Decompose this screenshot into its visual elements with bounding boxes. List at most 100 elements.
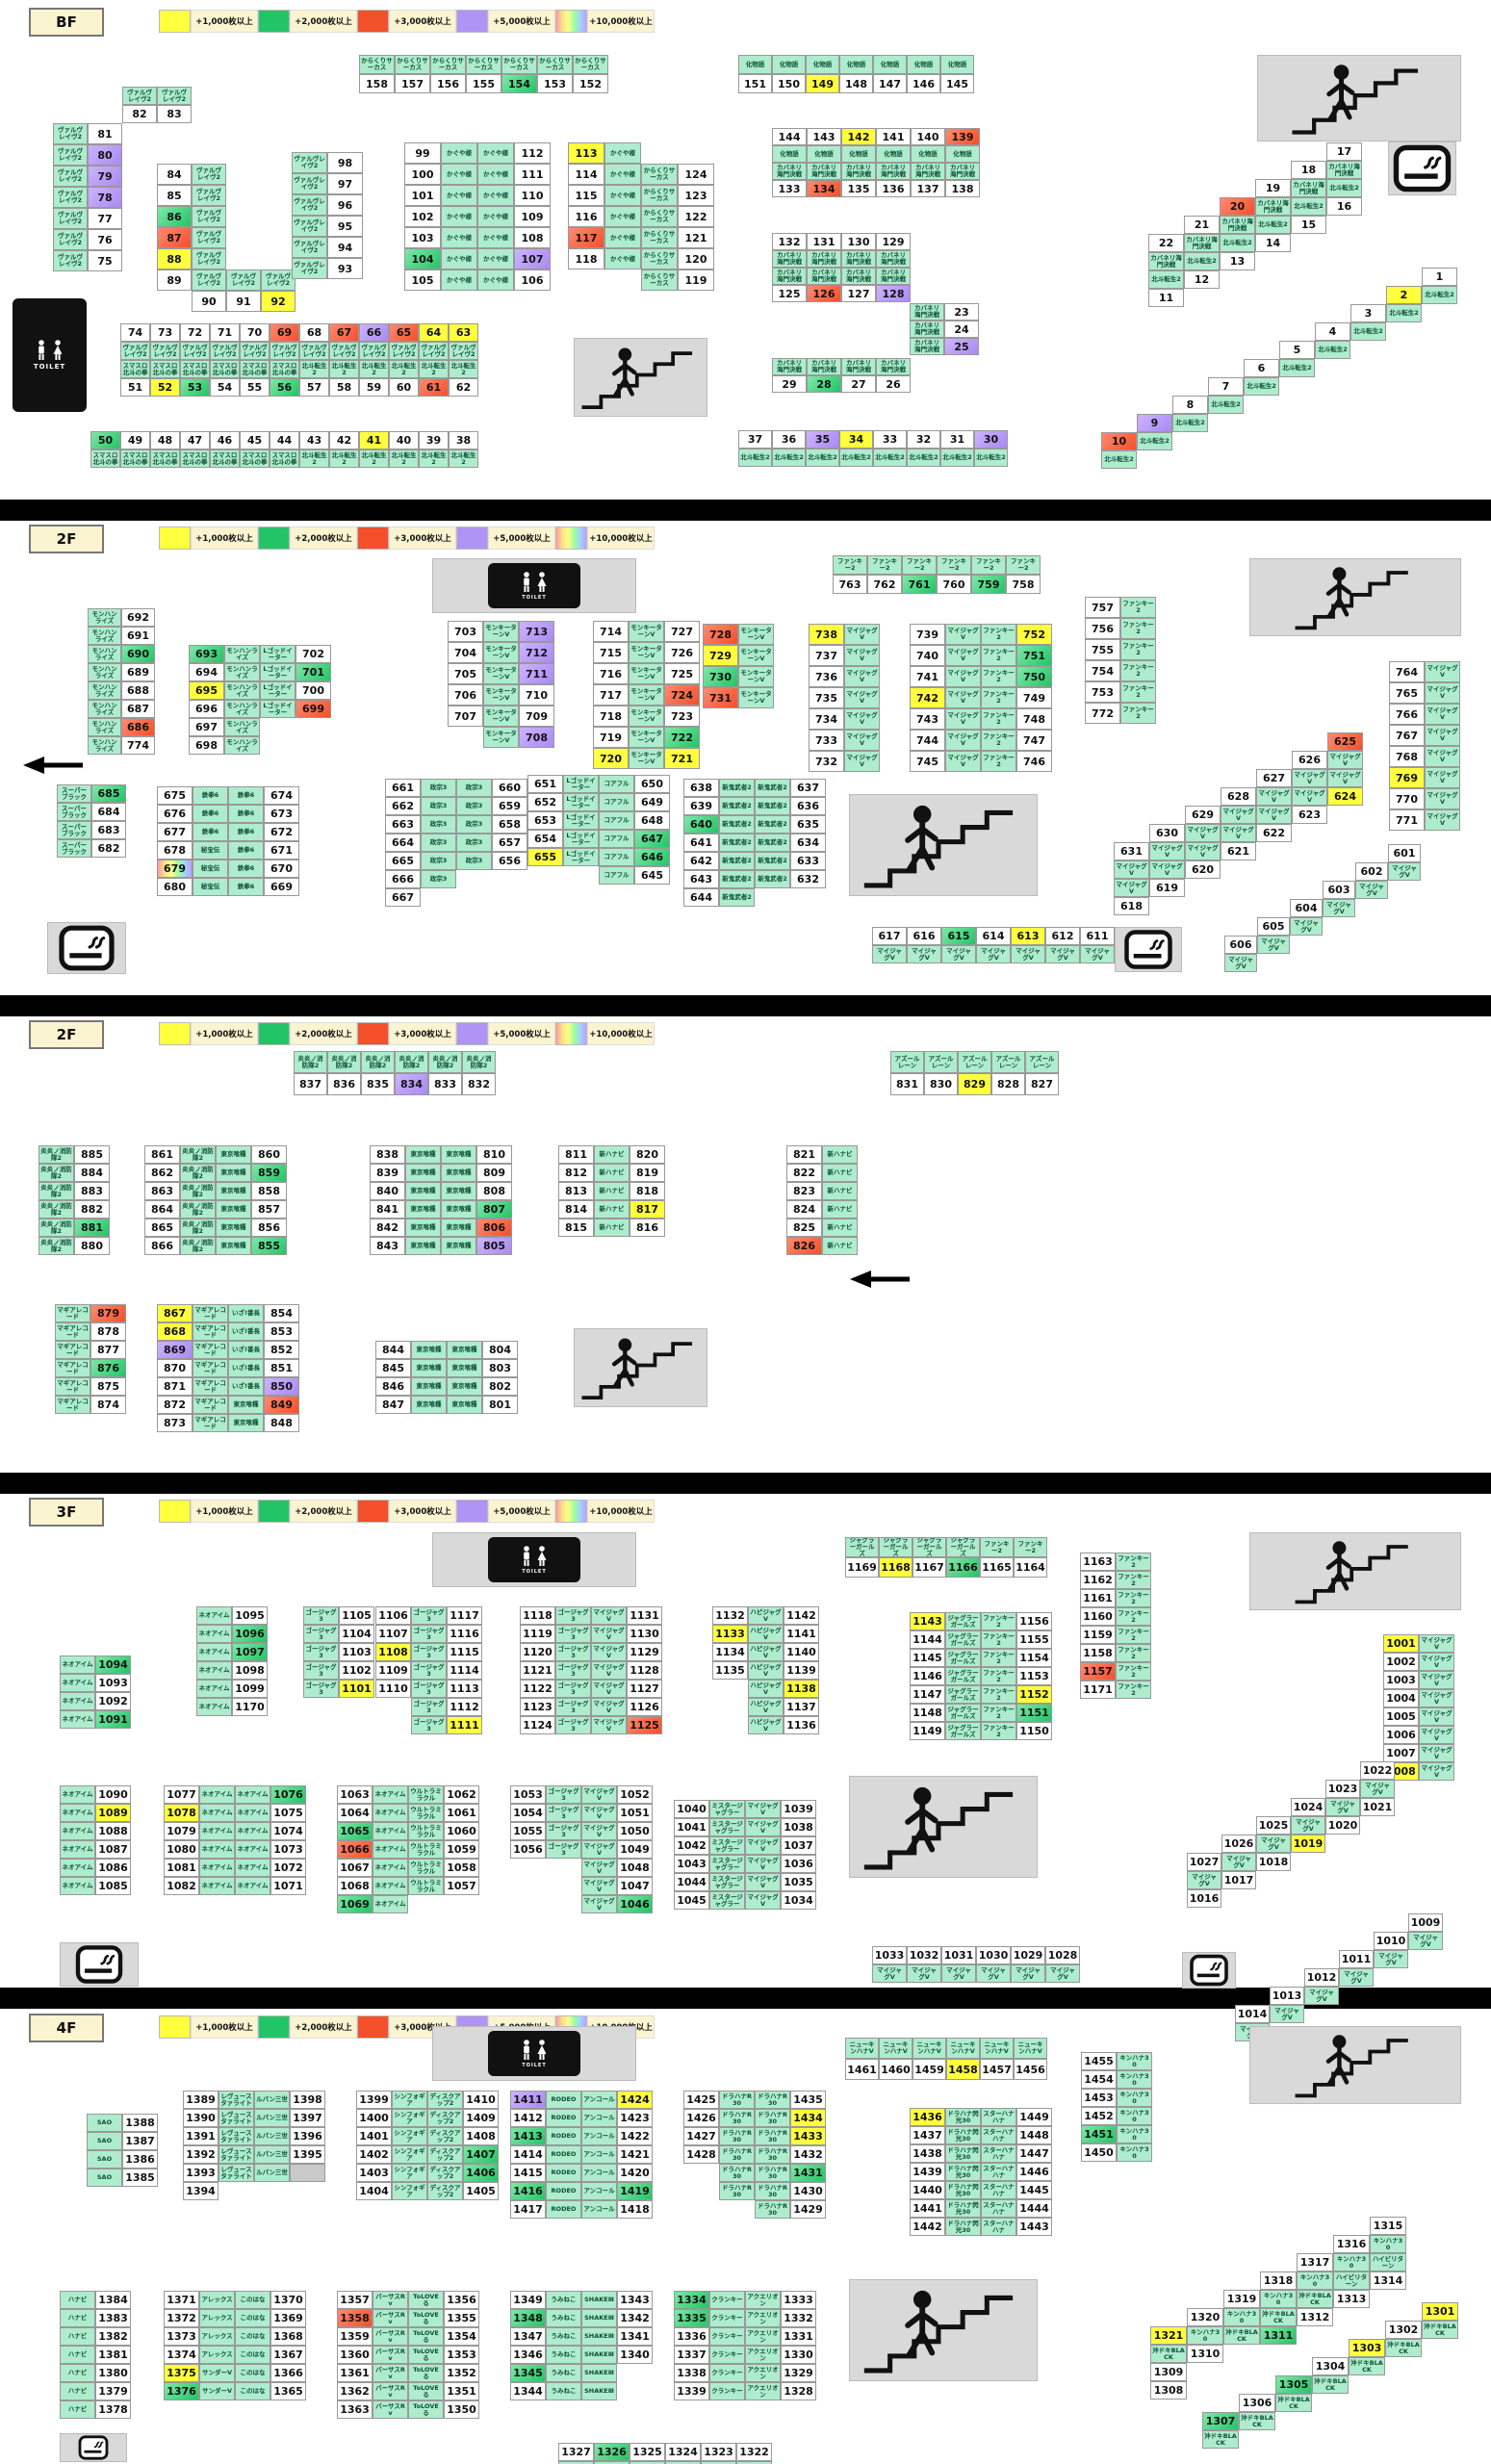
machine-cluster: 638 新鬼武者2 新鬼武者2 637 639 新鬼武者2 新鬼武者2 636 640 新鬼武者2… [683,779,826,907]
machine-number-cell: 824 [786,1200,822,1219]
machine-name-cell: カバネリ海門決戦 [1291,179,1326,197]
machine-name-cell: サンダーV [199,2382,235,2400]
machine-name-cell: マイジャグV [1419,1726,1454,1744]
machine-name-cell: マイジャグV [1425,809,1460,831]
machine-number-cell: 622 [1256,824,1292,842]
machine-cluster: 1371 アレックス このはな 1370 1372 アレックス このはな 1369 1373 アレ… [164,2291,306,2400]
legend-label: +10,000枚以上 [587,1022,655,1045]
machine-number-cell: 104 [404,248,441,270]
machine-name-cell: 東京喰種 [441,1164,476,1182]
machine-name-cell: いざ!番長 [228,1359,264,1377]
machine-number-cell: 77 [88,208,122,229]
machine-name-cell: かぐや様 [477,185,514,206]
machine-number-cell: 639 [683,797,719,815]
machine-number-cell: 717 [593,684,629,706]
machine-number-cell: 131 [807,233,841,250]
machine-name-cell: マギアレコード [193,1322,228,1341]
machine-number-cell: 876 [90,1359,126,1377]
machine-number-cell: 158 [359,74,395,93]
machine-number-cell: 72 [180,323,210,342]
machine-name-cell: かぐや様 [441,185,477,206]
machine-number-cell: 749 [1016,687,1052,708]
legend-swatch [159,2015,191,2039]
machine-number-cell: 885 [74,1145,110,1164]
machine-name-cell: キンハナ30 [1117,2125,1152,2143]
machine-number-cell: 1337 [674,2346,709,2364]
machine-name-cell: マイジャグV [907,1964,941,1983]
machine-name-cell: かぐや様 [477,270,514,291]
machine-number-cell: 1149 [910,1722,945,1740]
machine-number-cell: 1157 [1080,1662,1116,1681]
machine-number-cell: 1313 [1333,2290,1370,2308]
machine-name-cell: ウルトラミラクル [408,1804,444,1822]
machine-cluster: ヴァルヴレイヴ2 ヴァルヴレイヴ2 82 83 [122,87,192,123]
machine-name-cell: カバネリ海門決戦 [772,163,807,180]
machine-name-cell: ヴァルヴレイヴ2 [292,258,327,279]
machine-cluster: 84 ヴァルヴレイヴ2 85 ヴァルヴレイヴ2 86 ヴァルヴレイヴ2 87 ヴァルヴレイヴ2… [157,164,296,312]
machine-number-cell: 142 [841,128,876,145]
machine-number-cell: 727 [664,621,700,642]
machine-name-cell: ヴァルヴレイヴ2 [157,87,192,105]
machine-cluster: SAO 1388 SAO 1387 SAO 1386 SAO 1385 [87,2114,158,2187]
machine-name-cell: ハナビ [60,2346,95,2364]
machine-number-cell: 1371 [164,2291,199,2309]
machine-cluster: ヴァルヴレイヴ2 81 ヴァルヴレイヴ2 80 ヴァルヴレイヴ2 79 ヴァルヴレイヴ2 78… [53,123,122,271]
legend-swatch [258,1500,290,1523]
machine-name-cell: アクエリオン [745,2327,781,2346]
machine-number-cell: 1045 [674,1891,709,1910]
machine-name-cell: Lゴッドイーター [563,775,599,793]
machine-number-cell: 71 [210,323,240,342]
machine-number-cell: 654 [527,830,563,848]
machine-name-cell: 北斗転生2 [389,360,419,378]
machine-number-cell: 828 [991,1073,1025,1095]
legend-label: +2,000枚以上 [290,1022,357,1045]
machine-number-cell: 731 [703,687,738,708]
machine-number-cell: 1123 [520,1698,555,1716]
machine-number-cell: 1104 [339,1625,374,1643]
machine-cluster: 1425 ドラハナR30 ドラハナR30 1435 1426 ドラハナR30 ドラハナR30… [683,2091,826,2219]
machine-number-cell: 1425 [683,2091,719,2109]
machine-number-cell: 735 [809,687,844,708]
machine-name-cell: スマスロ北斗の拳 [240,449,270,468]
machine-number-cell: 85 [157,185,192,206]
machine-number-cell: 75 [88,250,122,271]
machine-name-cell: マイジャグV [1327,751,1363,769]
machine-name-cell: マギアレコード [55,1377,90,1396]
machine-number-cell: 1048 [617,1859,653,1877]
machine-number-cell: 1129 [627,1643,662,1661]
machine-name-cell: マギアレコード [193,1396,228,1414]
machine-number-cell: 53 [180,378,210,397]
machine-number-cell: 1426 [683,2109,719,2127]
machine-cluster: 1 2 北斗転生2 3 北斗転生2 4 北斗転生2 5 北斗転生2 6 北斗転生2 7 北斗転生2 8 北斗… [1101,268,1457,469]
machine-cluster: 1357 バーサスRv ToLOVEる 1356 1358 バーサスRv ToLOVEる 13… [337,2291,479,2419]
machine-name-cell: スマスロ北斗の拳 [210,360,240,378]
machine-name-cell: モンキーターンV [483,663,519,684]
machine-name-cell: マイジャグV [581,1859,617,1877]
machine-name-cell: マイジャグV [844,687,880,708]
machine-number-cell: 1 [1422,268,1457,286]
machine-number-cell: 722 [664,727,700,748]
machine-number-cell: 626 [1292,751,1327,769]
machine-name-cell: ドラハナ閃光30 [945,2144,981,2163]
machine-number-cell: 1440 [910,2181,945,2199]
machine-number-cell: 1121 [520,1661,555,1680]
machine-cluster: ジャグラーガールズ ジャグラーガールズ ジャグラーガールズ ジャグラーガールズ ファンキ… [845,1537,1047,1578]
machine-name-cell: マイジャグV [1327,769,1363,787]
machine-name-cell: マイジャグV [1224,954,1257,972]
machine-number-cell: 651 [527,775,563,793]
machine-number-cell: 666 [385,870,421,888]
machine-cluster: スーパーブラック 685 スーパーブラック 684 スーパーブラック 683 スーパーブラッ… [57,784,126,858]
machine-number-cell: 869 [157,1341,193,1359]
machine-name-cell: カバネリ海門決戦 [841,163,876,180]
smoking-area-icon [1115,927,1182,972]
machine-name-cell: 東京喰種 [441,1200,476,1219]
machine-name-cell: ネオアイム [196,1606,232,1625]
machine-name-cell: カバネリ海門決戦 [876,268,911,285]
machine-number-cell: 844 [375,1341,411,1359]
machine-number-cell: 1152 [1016,1685,1052,1704]
machine-number-cell: 19 [1255,179,1291,197]
machine-name-cell: カバネリ海門決戦 [807,163,841,180]
machine-name-cell: ファンキー2 [1116,1681,1151,1699]
machine-number-cell: 657 [492,834,527,852]
machine-name-cell: 炎炎ノ消防隊2 [39,1237,74,1255]
